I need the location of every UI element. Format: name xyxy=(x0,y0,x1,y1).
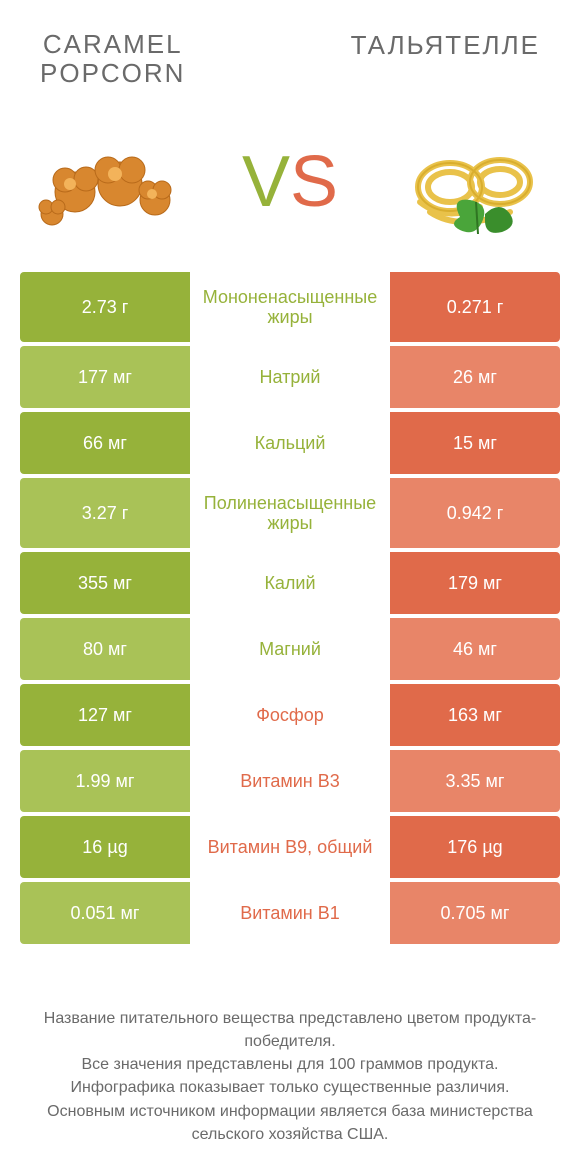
table-row: 127 мгФосфор163 мг xyxy=(20,684,560,746)
nutrient-label: Фосфор xyxy=(190,684,390,746)
right-value: 0.705 мг xyxy=(390,882,560,944)
table-row: 66 мгКальций15 мг xyxy=(20,412,560,474)
right-value: 163 мг xyxy=(390,684,560,746)
footer-note: Название питательного вещества представл… xyxy=(0,1007,580,1146)
right-value: 46 мг xyxy=(390,618,560,680)
table-row: 177 мгНатрий26 мг xyxy=(20,346,560,408)
left-value: 127 мг xyxy=(20,684,190,746)
table-row: 355 мгКалий179 мг xyxy=(20,552,560,614)
vs-label: VS xyxy=(242,141,338,223)
left-value: 0.051 мг xyxy=(20,882,190,944)
nutrient-label: Калий xyxy=(190,552,390,614)
right-value: 0.942 г xyxy=(390,478,560,548)
vs-s: S xyxy=(290,141,338,223)
header: CARAMEL POPCORN ТАЛЬЯТЕЛЛЕ xyxy=(0,0,580,97)
caramel-popcorn-icon xyxy=(30,122,190,242)
right-value: 15 мг xyxy=(390,412,560,474)
right-value: 3.35 мг xyxy=(390,750,560,812)
left-product-title: CARAMEL POPCORN xyxy=(40,30,185,87)
left-value: 2.73 г xyxy=(20,272,190,342)
table-row: 2.73 гМононенасыщенные жиры0.271 г xyxy=(20,272,560,342)
nutrient-label: Полиненасыщенные жиры xyxy=(190,478,390,548)
table-row: 1.99 мгВитамин B33.35 мг xyxy=(20,750,560,812)
nutrient-label: Кальций xyxy=(190,412,390,474)
nutrient-label: Магний xyxy=(190,618,390,680)
right-value: 176 µg xyxy=(390,816,560,878)
nutrient-label: Витамин B3 xyxy=(190,750,390,812)
table-row: 80 мгМагний46 мг xyxy=(20,618,560,680)
table-row: 3.27 гПолиненасыщенные жиры0.942 г xyxy=(20,478,560,548)
left-value: 66 мг xyxy=(20,412,190,474)
nutrition-table: 2.73 гМононенасыщенные жиры0.271 г177 мг… xyxy=(20,272,560,944)
nutrient-label: Мононенасыщенные жиры xyxy=(190,272,390,342)
table-row: 0.051 мгВитамин B10.705 мг xyxy=(20,882,560,944)
left-value: 355 мг xyxy=(20,552,190,614)
table-row: 16 µgВитамин B9, общий176 µg xyxy=(20,816,560,878)
right-value: 26 мг xyxy=(390,346,560,408)
nutrient-label: Витамин B1 xyxy=(190,882,390,944)
footer-line-4: Основным источником информации является … xyxy=(20,1100,560,1146)
footer-line-2: Все значения представлены для 100 граммо… xyxy=(20,1053,560,1076)
left-value: 1.99 мг xyxy=(20,750,190,812)
images-row: VS xyxy=(0,97,580,272)
left-value: 16 µg xyxy=(20,816,190,878)
left-title-line2: POPCORN xyxy=(40,59,185,88)
left-value: 80 мг xyxy=(20,618,190,680)
left-value: 3.27 г xyxy=(20,478,190,548)
right-value: 0.271 г xyxy=(390,272,560,342)
right-value: 179 мг xyxy=(390,552,560,614)
nutrient-label: Витамин B9, общий xyxy=(190,816,390,878)
right-product-title: ТАЛЬЯТЕЛЛЕ xyxy=(351,30,540,61)
footer-line-1: Название питательного вещества представл… xyxy=(20,1007,560,1053)
vs-v: V xyxy=(242,141,290,223)
footer-line-3: Инфографика показывает только существенн… xyxy=(20,1076,560,1099)
nutrient-label: Натрий xyxy=(190,346,390,408)
tagliatelle-icon xyxy=(390,122,550,242)
left-title-line1: CARAMEL xyxy=(40,30,185,59)
left-value: 177 мг xyxy=(20,346,190,408)
